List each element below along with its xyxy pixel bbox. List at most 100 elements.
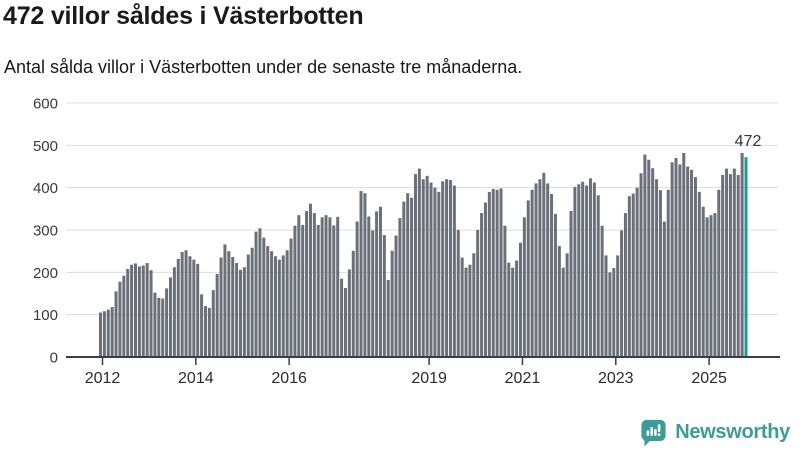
bar xyxy=(491,188,495,357)
page-title: 472 villor såldes i Västerbotten xyxy=(3,2,364,30)
bar xyxy=(238,269,242,357)
bar xyxy=(320,217,324,357)
bar xyxy=(616,255,620,357)
bar xyxy=(316,224,320,357)
x-axis-label: 2021 xyxy=(505,370,541,387)
bar xyxy=(530,189,534,357)
bar xyxy=(258,228,262,357)
bar xyxy=(141,265,145,357)
bar xyxy=(157,297,161,357)
bar xyxy=(526,200,530,357)
bar xyxy=(542,172,546,357)
bar xyxy=(713,213,717,357)
bar xyxy=(340,278,344,357)
bar xyxy=(305,210,309,357)
bar xyxy=(437,191,441,357)
bar xyxy=(312,213,316,357)
y-axis-label: 200 xyxy=(33,265,58,282)
bar xyxy=(367,216,371,357)
bar xyxy=(515,260,519,357)
bar xyxy=(666,189,670,357)
bar xyxy=(468,264,472,357)
bar xyxy=(351,250,355,357)
bar xyxy=(452,185,456,357)
bar xyxy=(631,193,635,357)
bar xyxy=(301,224,305,357)
y-axis-label: 400 xyxy=(33,180,58,197)
bar xyxy=(188,256,192,357)
bar xyxy=(118,281,122,357)
bar xyxy=(297,215,301,357)
bar xyxy=(588,178,592,357)
bar xyxy=(363,193,367,357)
bar xyxy=(273,256,277,357)
bar xyxy=(192,259,196,357)
bar xyxy=(487,191,491,357)
bar xyxy=(565,253,569,357)
bar xyxy=(347,269,351,357)
bar xyxy=(417,168,421,357)
bar xyxy=(581,181,585,357)
y-axis-label: 300 xyxy=(33,223,58,240)
bar xyxy=(456,230,460,357)
bar xyxy=(643,154,647,357)
bar xyxy=(538,179,542,357)
bar xyxy=(635,187,639,357)
bar xyxy=(732,168,736,357)
bar xyxy=(608,272,612,357)
bar xyxy=(421,179,425,357)
x-axis-label: 2016 xyxy=(271,370,307,387)
bar xyxy=(499,188,503,357)
bar xyxy=(686,166,690,357)
bar xyxy=(176,258,180,357)
bar xyxy=(480,213,484,357)
bar xyxy=(623,213,627,357)
bar xyxy=(682,152,686,357)
x-axis-label: 2025 xyxy=(691,370,727,387)
bar xyxy=(697,191,701,357)
bar xyxy=(227,251,231,357)
bar xyxy=(670,162,674,357)
bar xyxy=(246,254,250,357)
bar xyxy=(394,235,398,357)
bar xyxy=(476,230,480,357)
bar-chart-speech-bubble-icon xyxy=(641,419,666,447)
bar xyxy=(266,246,270,357)
bar xyxy=(223,244,227,357)
bar xyxy=(678,164,682,357)
bar xyxy=(639,173,643,357)
bar xyxy=(336,216,340,357)
bar xyxy=(705,217,709,357)
bar xyxy=(585,185,589,357)
bar xyxy=(254,231,258,357)
bar xyxy=(99,312,102,357)
bar xyxy=(161,298,165,357)
bar xyxy=(153,292,157,357)
bar xyxy=(662,221,666,357)
bar xyxy=(728,174,732,357)
bar xyxy=(231,257,235,357)
bar xyxy=(612,268,616,357)
bar xyxy=(126,268,130,357)
bar xyxy=(647,159,651,357)
bar xyxy=(620,230,624,357)
bar xyxy=(386,279,390,357)
bar xyxy=(200,294,204,357)
bar xyxy=(122,275,126,357)
bar xyxy=(546,183,550,357)
bar xyxy=(293,225,297,357)
brand-wordmark: Newsworthy xyxy=(675,421,790,443)
bar xyxy=(690,169,694,357)
bar xyxy=(106,309,110,357)
bar xyxy=(433,187,437,357)
bar xyxy=(250,247,254,357)
bar xyxy=(511,267,515,357)
bar xyxy=(717,189,721,357)
bar xyxy=(203,306,207,357)
bar xyxy=(460,257,464,357)
bar xyxy=(332,225,336,357)
bar xyxy=(324,215,328,357)
bar xyxy=(577,184,581,357)
bar xyxy=(378,206,382,357)
bar xyxy=(448,180,452,357)
